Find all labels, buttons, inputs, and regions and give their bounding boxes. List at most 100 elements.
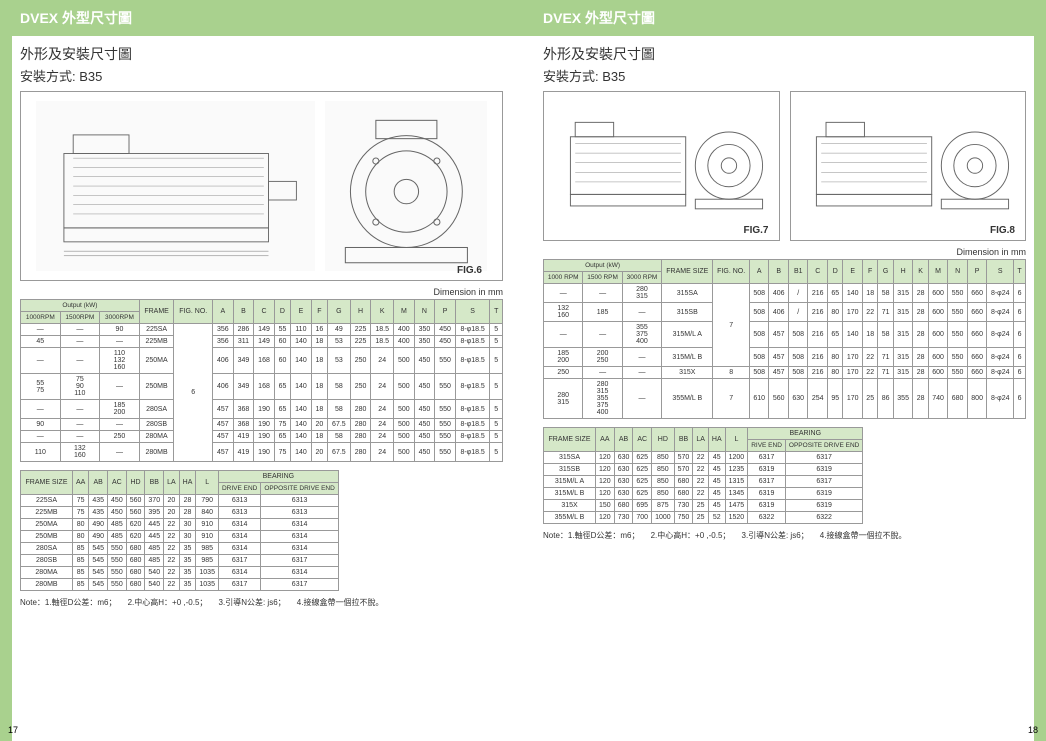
table-cell: 550: [435, 431, 456, 443]
motor-drawing-front: [325, 101, 488, 271]
table-cell: 280 315: [622, 284, 661, 303]
table-cell: 1035: [196, 579, 219, 591]
t1l-h-figno: FIG. NO.: [174, 300, 213, 324]
table-cell: 485: [145, 555, 164, 567]
table-cell: 850: [652, 488, 675, 500]
t1l-rpm1: 1500RPM: [60, 312, 100, 324]
section-title-left: 外形及安裝尺寸圖: [0, 36, 523, 66]
figure-7-box: FIG.7: [543, 91, 780, 241]
table-cell: 22: [862, 303, 877, 322]
table-cell: 457: [213, 431, 234, 443]
t1l-h-d: D: [274, 300, 290, 324]
table-cell: 149: [254, 324, 275, 336]
t1l-h-t: T: [490, 300, 503, 324]
t1l-h-b: B: [233, 300, 254, 324]
table-cell: 368: [233, 400, 254, 419]
table-cell: —: [21, 324, 61, 336]
table-cell: 6319: [748, 464, 786, 476]
table-cell: 6319: [785, 464, 862, 476]
table-cell: 355 375 400: [622, 322, 661, 348]
table-cell: 550: [948, 322, 968, 348]
table-cell: 910: [196, 531, 219, 543]
table-cell: 8-φ24: [987, 348, 1014, 367]
t2r-h0: FRAME SIZE: [544, 428, 596, 452]
table-cell: 545: [89, 579, 108, 591]
table-cell: 315SA: [544, 452, 596, 464]
table-cell: 280SA: [21, 543, 73, 555]
t2r-h2: AB: [614, 428, 633, 452]
table-cell: 75 90 110: [60, 374, 100, 400]
table-cell: 65: [274, 431, 290, 443]
table-cell: 170: [843, 367, 863, 379]
t2r-h6: LA: [693, 428, 709, 452]
table-cell: 315X: [662, 367, 713, 379]
table-cell: 35: [179, 543, 196, 555]
page-spread: DVEX 外型尺寸圖 外形及安裝尺寸圖 安裝方式: B35: [0, 0, 1046, 741]
table-cell: 395: [145, 507, 164, 519]
table-cell: 6317: [261, 579, 338, 591]
table-cell: 75: [274, 419, 290, 431]
table-cell: 6314: [261, 531, 338, 543]
table-cell: —: [100, 336, 140, 348]
table-cell: 216: [808, 284, 828, 303]
t1r-h11: K: [913, 260, 928, 284]
table-cell: 680: [126, 567, 145, 579]
table-cell: 370: [145, 495, 164, 507]
table-cell: 660: [967, 284, 987, 303]
table1-right: Output (kW) FRAME SIZE FIG. NO. A B B1 C…: [543, 259, 1026, 419]
table-cell: 71: [878, 303, 893, 322]
table-cell: 850: [652, 452, 675, 464]
table-cell: 28: [913, 322, 928, 348]
t2l-h2: AB: [89, 471, 108, 495]
table-row: 185 200200 250—315M/L B50845750821680170…: [544, 348, 1026, 367]
table-cell: 65: [828, 322, 843, 348]
table-cell: 80: [73, 531, 89, 543]
table-cell: 315: [893, 303, 913, 322]
t1l-h-g: G: [328, 300, 351, 324]
table-cell: 485: [108, 531, 127, 543]
table-cell: 132 160: [60, 443, 100, 462]
table-cell: 225: [350, 336, 371, 348]
table-cell: —: [60, 431, 100, 443]
table-cell: 168: [254, 374, 275, 400]
table-cell: 22: [693, 476, 709, 488]
table-cell: 225: [350, 324, 371, 336]
table-cell: 8-φ18.5: [455, 443, 490, 462]
t2r-h1: AA: [596, 428, 615, 452]
table-row: 110132 160—280MB457419190751402067.52802…: [21, 443, 503, 462]
table-cell: 16: [311, 324, 327, 336]
t2l-h5: BB: [145, 471, 164, 495]
table-row: ——90225SA635628614955110164922518.540035…: [21, 324, 503, 336]
table-row: 315X1506806958757302545147563196319: [544, 500, 863, 512]
table-cell: 450: [414, 443, 435, 462]
t2r-b1: OPPOSITE DRIVE END: [785, 440, 862, 452]
table-cell: 550: [948, 348, 968, 367]
table-cell: 28: [913, 367, 928, 379]
table-cell: 80: [73, 519, 89, 531]
table-cell: 22: [862, 367, 877, 379]
table-cell: 6319: [785, 488, 862, 500]
table-cell: 620: [126, 531, 145, 543]
table-cell: 800: [967, 379, 987, 419]
table-cell: 550: [435, 419, 456, 431]
table-cell: 24: [371, 431, 394, 443]
t1r-rpm2: 3000 RPM: [622, 272, 661, 284]
t1l-h-h: H: [350, 300, 371, 324]
table-cell: 8-φ24: [987, 379, 1014, 419]
table-cell: 170: [843, 303, 863, 322]
table-cell: 680: [126, 555, 145, 567]
table-cell: 450: [435, 336, 456, 348]
t1r-h1: FIG. NO.: [713, 260, 750, 284]
table-cell: 8: [713, 367, 750, 379]
table-cell: 18: [311, 431, 327, 443]
t1r-h3: B: [769, 260, 789, 284]
table-cell: 457: [213, 443, 234, 462]
table-cell: 225MB: [21, 507, 73, 519]
table-cell: 6: [1014, 367, 1026, 379]
table-cell: 132 160: [544, 303, 583, 322]
table-cell: 35: [179, 579, 196, 591]
table-cell: 1520: [725, 512, 748, 524]
table-cell: 80: [828, 348, 843, 367]
table-cell: 60: [274, 336, 290, 348]
table-cell: 311: [233, 336, 254, 348]
